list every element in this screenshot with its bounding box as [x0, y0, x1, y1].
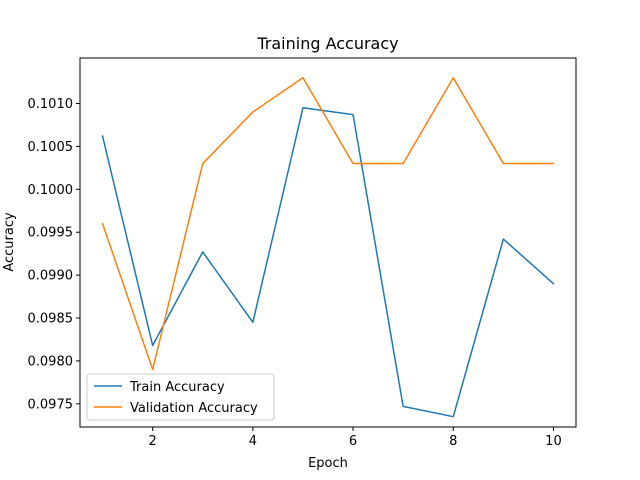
y-tick-label: 0.1000 [28, 183, 74, 198]
y-tick-label: 0.1010 [28, 97, 74, 112]
series-line-validation-accuracy [101, 76, 555, 371]
y-tick-label: 0.0980 [28, 354, 74, 369]
y-tick-label: 0.0995 [28, 226, 74, 241]
x-tick-label: 10 [545, 434, 562, 449]
x-tick-label: 2 [149, 434, 157, 449]
legend: Train Accuracy Validation Accuracy [86, 373, 275, 421]
x-tick-label: 4 [249, 434, 257, 449]
x-tick-label: 8 [449, 434, 457, 449]
series-layer [101, 76, 555, 418]
series-line-train-accuracy [101, 107, 555, 418]
x-axis: 2 4 6 8 10 [149, 427, 562, 449]
y-tick-label: 0.0990 [28, 269, 74, 284]
x-axis-label: Epoch [308, 456, 348, 471]
legend-label-validation-accuracy: Validation Accuracy [130, 401, 258, 416]
y-axis-label: Accuracy [2, 212, 17, 272]
legend-label-train-accuracy: Train Accuracy [129, 380, 225, 395]
y-tick-label: 0.0975 [28, 397, 74, 412]
plot-frame [79, 57, 577, 428]
chart-title: Training Accuracy [256, 34, 398, 53]
plot-area [80, 58, 576, 427]
y-tick-label: 0.1005 [28, 140, 74, 155]
legend-box [86, 373, 275, 421]
x-tick-label: 6 [349, 434, 357, 449]
y-axis: 0.0975 0.0980 0.0985 0.0990 0.0995 0.1000 0.10… [28, 97, 80, 412]
y-tick-label: 0.0985 [28, 312, 74, 327]
